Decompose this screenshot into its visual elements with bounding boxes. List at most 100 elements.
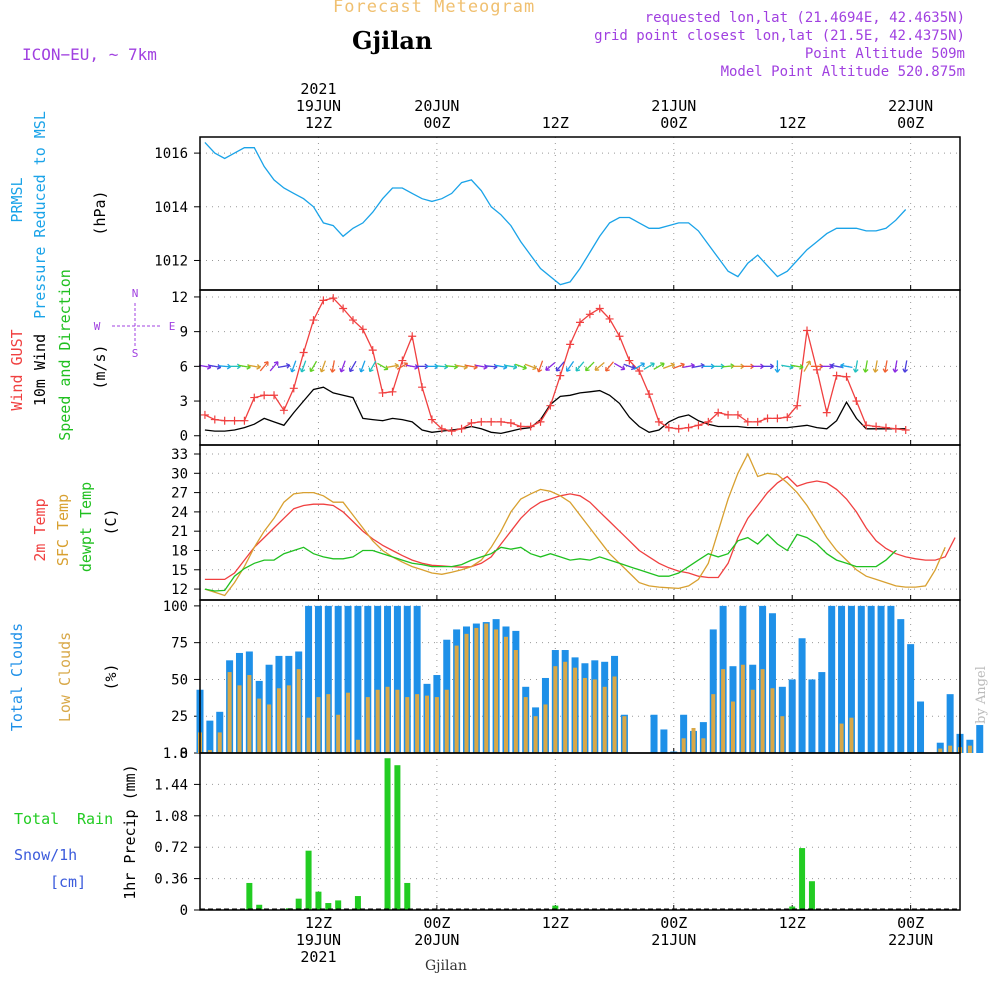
wind-direction-arrow [259, 361, 269, 372]
clouds-unit: (%) [102, 663, 120, 690]
temp-line-2 [204, 533, 897, 592]
wind-direction-arrow [682, 364, 695, 369]
credit-label: by Angel [974, 666, 989, 724]
wind-direction-arrowhead [650, 362, 655, 368]
low-clouds-bar [553, 666, 558, 753]
low-clouds-bar [503, 636, 508, 753]
top-time-label: 00Z [423, 114, 450, 132]
dewpt-label: dewpt Temp [77, 482, 95, 572]
wind-direction-arrowhead [512, 364, 518, 370]
wind-direction-arrow [320, 360, 327, 373]
wind-direction-arrowhead [799, 364, 804, 370]
gust-marker [783, 413, 792, 422]
wind-direction-arrow [504, 364, 517, 369]
total-clouds-bar [324, 605, 332, 753]
low-clouds-label: Low Clouds [56, 632, 74, 722]
wind-direction-arrowhead [575, 366, 581, 372]
top-time-label: 12Z [305, 114, 332, 132]
wind-direction-arrowhead [545, 366, 550, 371]
wind-direction-arrow [369, 360, 377, 372]
bottom-time-label: 00Z [897, 914, 924, 932]
low-clouds-bar [948, 745, 953, 753]
wind-direction-arrow [475, 364, 488, 369]
temp-line-0 [204, 475, 956, 581]
rain-bar [335, 900, 342, 910]
wind-direction-arrow [672, 363, 685, 370]
wind-direction-arrow [406, 364, 419, 369]
pressure-frame [199, 136, 961, 291]
gust-marker [812, 365, 821, 374]
temp-sfc-label: SFC Temp [54, 494, 72, 566]
total-clouds-bar [887, 605, 895, 753]
compass-w: W [94, 320, 101, 333]
rain-bar [789, 906, 796, 910]
gust-marker [625, 356, 634, 365]
wind-direction-arrow [238, 364, 251, 369]
gust-marker [901, 425, 910, 434]
gust-marker [595, 304, 604, 313]
gust-marker [368, 346, 377, 355]
rain-bar [305, 850, 312, 910]
low-clouds-bar [711, 694, 716, 753]
low-clouds-bar [523, 697, 528, 753]
top-time-label: 12Z [542, 114, 569, 132]
rain-total-label: Total [14, 810, 59, 828]
wind-direction-arrowhead [882, 368, 889, 373]
total-clouds-bar [828, 605, 836, 753]
rain-bar [384, 758, 391, 910]
wind-frame [199, 289, 961, 446]
clouds-ytick-label: 100 [163, 599, 188, 615]
wind-direction-arrowhead [368, 367, 374, 373]
low-clouds-bar [760, 669, 765, 753]
wind-direction-arrow [291, 360, 297, 373]
bottom-time-label: 00Z [423, 914, 450, 932]
snow-label: Snow/1h [14, 846, 77, 864]
gust-marker [862, 421, 871, 430]
total-clouds-bar [946, 694, 954, 753]
wind-direction-arrow [386, 364, 399, 369]
gust-marker [388, 387, 397, 396]
low-clouds-bar [346, 692, 351, 753]
low-clouds-bar [622, 716, 627, 753]
top-time-label: 00Z [897, 114, 924, 132]
rain-bar [354, 896, 361, 910]
total-clouds-bar [867, 605, 875, 753]
low-clouds-bar [286, 685, 291, 753]
wind-direction-arrow [360, 360, 366, 373]
gust-marker [684, 423, 693, 432]
gust-marker [240, 416, 249, 425]
wind-gust-label: Wind GUST [8, 329, 26, 410]
top-time-label: 19JUN [296, 97, 341, 115]
temp-ytick-label: 15 [171, 563, 188, 579]
bottom-time-label: 19JUN [296, 931, 341, 949]
low-clouds-bar [474, 627, 479, 753]
clouds-ytick-label: 75 [171, 636, 188, 652]
low-clouds-bar [326, 694, 331, 753]
total-clouds-bar [699, 722, 707, 753]
wind-direction-arrow [791, 364, 804, 369]
wind-direction-arrowhead [309, 367, 315, 373]
gust-marker [398, 356, 407, 365]
total-clouds-bar [206, 720, 214, 753]
rain-bar [404, 882, 411, 910]
wind-direction-arrowhead [769, 363, 774, 370]
gust-marker [773, 414, 782, 423]
wind-direction-arrow [643, 362, 655, 370]
low-clouds-bar [434, 697, 439, 753]
compass-n: N [132, 287, 139, 300]
total-clouds-bar [680, 714, 688, 753]
low-clouds-bar [938, 748, 943, 753]
low-clouds-bar [237, 685, 242, 753]
wind-speed-line [204, 386, 906, 435]
wind-direction-arrowhead [348, 367, 354, 373]
gust-marker [842, 372, 851, 381]
wind-direction-arrow [300, 360, 307, 373]
bottom-time-label: 22JUN [888, 931, 933, 949]
wind-direction-arrowhead [774, 368, 781, 373]
wind-direction-arrowhead [359, 367, 365, 373]
clouds-ytick-label: 0 [180, 746, 188, 762]
bottom-time-label: 12Z [779, 914, 806, 932]
gust-marker [763, 414, 772, 423]
precip-ytick-label: 0 [180, 903, 188, 919]
low-clouds-bar [721, 669, 726, 753]
